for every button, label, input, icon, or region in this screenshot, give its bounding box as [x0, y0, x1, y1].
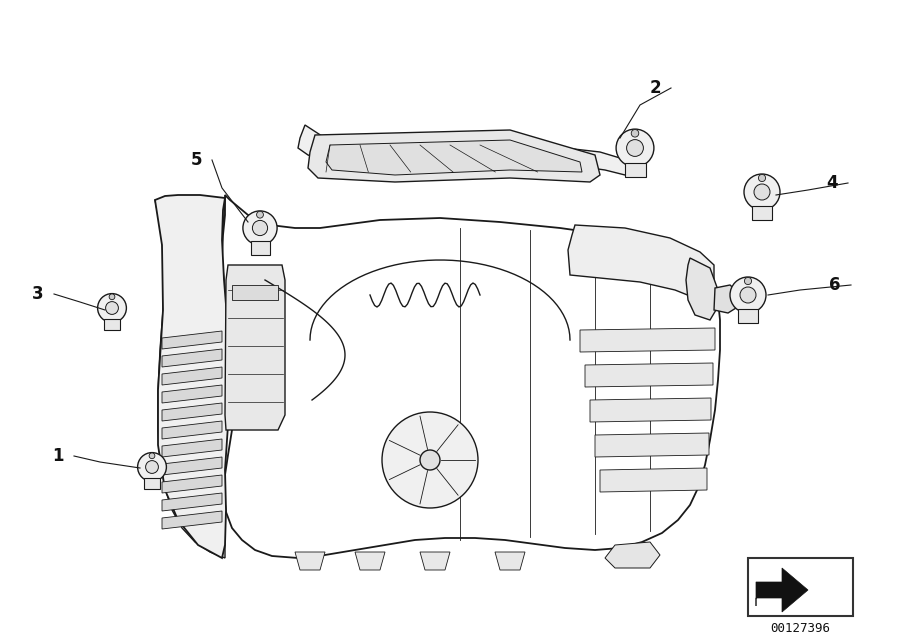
- Polygon shape: [162, 475, 222, 493]
- Text: 00127396: 00127396: [770, 621, 830, 635]
- Polygon shape: [580, 328, 715, 352]
- Polygon shape: [355, 552, 385, 570]
- Polygon shape: [162, 403, 222, 421]
- Polygon shape: [420, 552, 450, 570]
- Polygon shape: [104, 319, 120, 330]
- Circle shape: [252, 221, 267, 235]
- Polygon shape: [295, 552, 325, 570]
- Polygon shape: [155, 195, 230, 558]
- Circle shape: [626, 139, 644, 156]
- Polygon shape: [225, 265, 285, 430]
- Circle shape: [109, 294, 115, 300]
- Polygon shape: [298, 125, 632, 175]
- Circle shape: [420, 450, 440, 470]
- Polygon shape: [162, 493, 222, 511]
- Polygon shape: [595, 433, 709, 457]
- Polygon shape: [600, 468, 707, 492]
- Polygon shape: [250, 241, 269, 254]
- Circle shape: [149, 453, 155, 459]
- Polygon shape: [162, 421, 222, 439]
- Text: 5: 5: [190, 151, 202, 169]
- Polygon shape: [144, 478, 160, 489]
- Polygon shape: [162, 349, 222, 367]
- Polygon shape: [605, 542, 660, 568]
- Circle shape: [105, 301, 119, 314]
- Circle shape: [256, 211, 264, 218]
- Circle shape: [754, 184, 770, 200]
- Circle shape: [138, 453, 166, 481]
- Polygon shape: [155, 200, 230, 558]
- Polygon shape: [625, 163, 645, 177]
- Polygon shape: [308, 130, 600, 182]
- Polygon shape: [495, 552, 525, 570]
- Polygon shape: [752, 206, 772, 220]
- Bar: [748, 558, 853, 616]
- Circle shape: [382, 412, 478, 508]
- Polygon shape: [162, 367, 222, 385]
- Circle shape: [740, 287, 756, 303]
- Polygon shape: [162, 457, 222, 475]
- Polygon shape: [162, 439, 222, 457]
- Circle shape: [631, 130, 639, 137]
- Polygon shape: [585, 363, 713, 387]
- Polygon shape: [232, 285, 278, 300]
- Text: 6: 6: [829, 276, 841, 294]
- Circle shape: [744, 277, 752, 284]
- Text: 3: 3: [32, 285, 44, 303]
- Polygon shape: [738, 309, 758, 323]
- Circle shape: [243, 211, 277, 245]
- Circle shape: [97, 294, 126, 322]
- Polygon shape: [162, 331, 222, 349]
- Circle shape: [744, 174, 780, 210]
- Circle shape: [146, 460, 158, 473]
- Text: 2: 2: [649, 79, 661, 97]
- Polygon shape: [686, 258, 718, 320]
- Polygon shape: [326, 140, 582, 175]
- Text: 1: 1: [52, 447, 64, 465]
- Polygon shape: [162, 511, 222, 529]
- Polygon shape: [568, 225, 714, 310]
- Circle shape: [759, 174, 766, 182]
- Polygon shape: [222, 195, 720, 558]
- Polygon shape: [590, 398, 711, 422]
- Polygon shape: [162, 385, 222, 403]
- Polygon shape: [756, 568, 808, 612]
- Polygon shape: [714, 285, 738, 313]
- Text: 4: 4: [826, 174, 838, 192]
- Circle shape: [616, 129, 654, 167]
- Circle shape: [730, 277, 766, 313]
